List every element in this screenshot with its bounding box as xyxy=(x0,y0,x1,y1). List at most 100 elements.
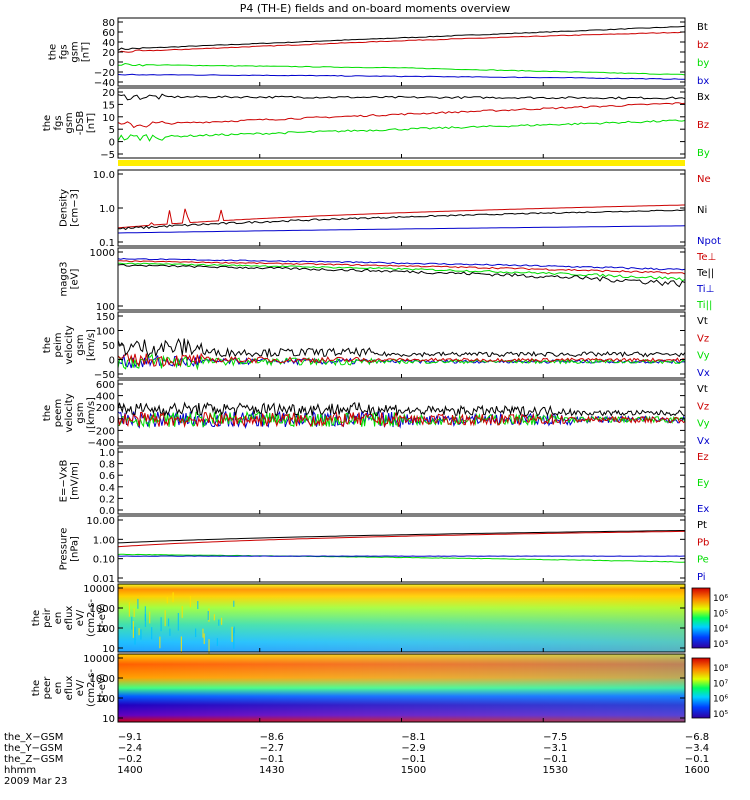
legend-entry: Ti|| xyxy=(696,300,712,311)
series-line-Bz xyxy=(117,102,686,129)
colorbar-tick-label: 10⁴ xyxy=(713,625,728,635)
y-tick-label: 1000 xyxy=(90,674,115,685)
ion-spectrogram-streak xyxy=(207,610,209,620)
y-axis-label: Density [cm−3] xyxy=(59,189,81,227)
y-axis-label: E=−VxB [mV/m] xyxy=(59,460,81,503)
colorbar-tick-label: 10⁵ xyxy=(713,710,728,720)
y-axis-label-line: [eV] xyxy=(70,269,81,290)
series-line-Te-perp xyxy=(118,260,686,275)
y-axis-label-line: (cm2-s- xyxy=(86,669,97,707)
legend-entry: Bx xyxy=(697,92,710,103)
y-axis-label-line: eflux xyxy=(64,606,75,631)
colorbar-tick-label: 10⁵ xyxy=(713,609,728,619)
legend-entry: Vt xyxy=(697,316,708,327)
panel-frame xyxy=(117,169,686,247)
colorbar-tick-label: 10⁶ xyxy=(713,695,728,705)
y-tick-label: 15 xyxy=(102,100,115,111)
series-line-Ti-par xyxy=(118,262,686,282)
ion-spectrogram-streak xyxy=(159,636,161,649)
ion-spectrogram-streak xyxy=(133,608,135,618)
legend-entry: Bt xyxy=(697,22,708,33)
y-tick-label: 0.8 xyxy=(99,460,115,471)
legend-entry: bx xyxy=(697,76,709,87)
x-axis-value: −3.1 xyxy=(543,743,567,754)
ion-spectrogram-streak xyxy=(208,639,210,655)
y-axis-label: the peim velocity gsm [km/s] xyxy=(42,325,97,364)
ion-spectrogram-streak xyxy=(233,632,235,649)
y-tick-label: −20 xyxy=(94,68,115,79)
x-axis-value: −6.8 xyxy=(685,732,709,743)
series-line-Bt xyxy=(117,25,686,51)
y-tick-label: 600 xyxy=(96,380,115,391)
colorbar-tick-label: 10⁸ xyxy=(713,664,728,674)
y-tick-label: 0.0 xyxy=(99,506,115,517)
plot-date: 2009 Mar 23 xyxy=(4,776,67,787)
x-axis-row-label: hhmm xyxy=(4,765,36,776)
x-axis-value: −0.1 xyxy=(401,754,425,765)
y-tick-label: 10 xyxy=(102,714,115,725)
legend-entry: Npot xyxy=(697,236,721,247)
y-axis-label-line: velocity xyxy=(64,325,75,364)
y-tick-label: 0.01 xyxy=(93,574,115,585)
legend-entry: Ez xyxy=(697,452,709,463)
y-axis-label-line: the xyxy=(42,405,53,421)
y-axis-label-line: Pressure xyxy=(59,528,70,571)
y-tick-label: 80 xyxy=(102,18,115,29)
x-axis-value: −2.4 xyxy=(118,743,142,754)
x-axis-value: 1430 xyxy=(259,765,284,776)
ion-spectrogram-streak xyxy=(202,628,204,638)
y-tick-label: 100 xyxy=(96,624,115,635)
panel-frame xyxy=(117,515,686,583)
legend-entry: Vz xyxy=(697,401,709,412)
y-tick-label: 0.10 xyxy=(93,555,115,566)
y-axis-label-line: en xyxy=(53,682,64,695)
ion-spectrogram-streak xyxy=(167,618,170,627)
y-tick-label: 1.0 xyxy=(99,448,115,459)
x-axis-value: −8.6 xyxy=(260,732,284,743)
ion-spectrogram-streak xyxy=(172,592,174,603)
y-tick-label: 0.6 xyxy=(99,471,115,482)
y-tick-label: 200 xyxy=(96,403,115,414)
legend-entry: Ey xyxy=(697,478,709,489)
colorbar-tick-label: 10⁷ xyxy=(713,679,728,689)
series-line-Pe xyxy=(117,553,686,563)
y-tick-label: 1000 xyxy=(90,604,115,615)
legend-entry: Te|| xyxy=(696,268,714,279)
legend-entry: Pt xyxy=(697,520,707,531)
y-axis-label: the peer en eflux eV/(cm2-s-sr-eV) xyxy=(31,669,108,707)
y-axis-label: magσ3 [eV] xyxy=(59,262,81,297)
y-tick-label: 100 xyxy=(96,302,115,313)
y-axis-label-line: the xyxy=(31,680,42,696)
y-axis-label-line: peer xyxy=(42,676,53,700)
y-axis-label-line: Density xyxy=(59,189,70,227)
series-line-Ti-perp xyxy=(117,257,686,271)
y-axis-label-line: eV/ xyxy=(75,679,86,696)
y-tick-label: 0 xyxy=(109,58,115,69)
y-tick-label: 10000 xyxy=(83,584,115,595)
y-tick-label: −200 xyxy=(88,426,115,437)
ion-spectrogram-streak xyxy=(131,616,133,630)
legend-entry: by xyxy=(697,58,709,69)
y-tick-label: 10.0 xyxy=(93,170,115,181)
y-axis-label-line: peir xyxy=(42,607,53,627)
ion-spectrogram-streak xyxy=(203,633,205,645)
legend-entry: Vx xyxy=(697,436,710,447)
x-axis-value: −7.5 xyxy=(543,732,567,743)
x-axis-row-label: the_X−GSM xyxy=(4,732,63,743)
y-axis-label-line: [mV/m] xyxy=(70,462,81,500)
ion-spectrogram-streak xyxy=(233,600,235,607)
series-line-Vt xyxy=(117,401,685,417)
series-line-Vz xyxy=(117,352,686,368)
legend-entry: Pi xyxy=(697,572,706,583)
y-axis-label-line: [nT] xyxy=(86,113,97,133)
legend-entry: Pe xyxy=(697,555,709,566)
y-axis-label: the peem velocity gsm [km/s] xyxy=(42,393,97,432)
ion-spectrogram-streak xyxy=(169,628,171,636)
legend-entry: Ne xyxy=(697,174,711,185)
x-axis-value: 1600 xyxy=(684,765,709,776)
y-tick-label: 10000 xyxy=(83,654,115,665)
y-tick-label: 400 xyxy=(96,392,115,403)
y-tick-label: 150 xyxy=(96,312,115,323)
ion-spectrogram-streak xyxy=(180,636,182,653)
ion-spectrogram-streak xyxy=(197,601,199,609)
